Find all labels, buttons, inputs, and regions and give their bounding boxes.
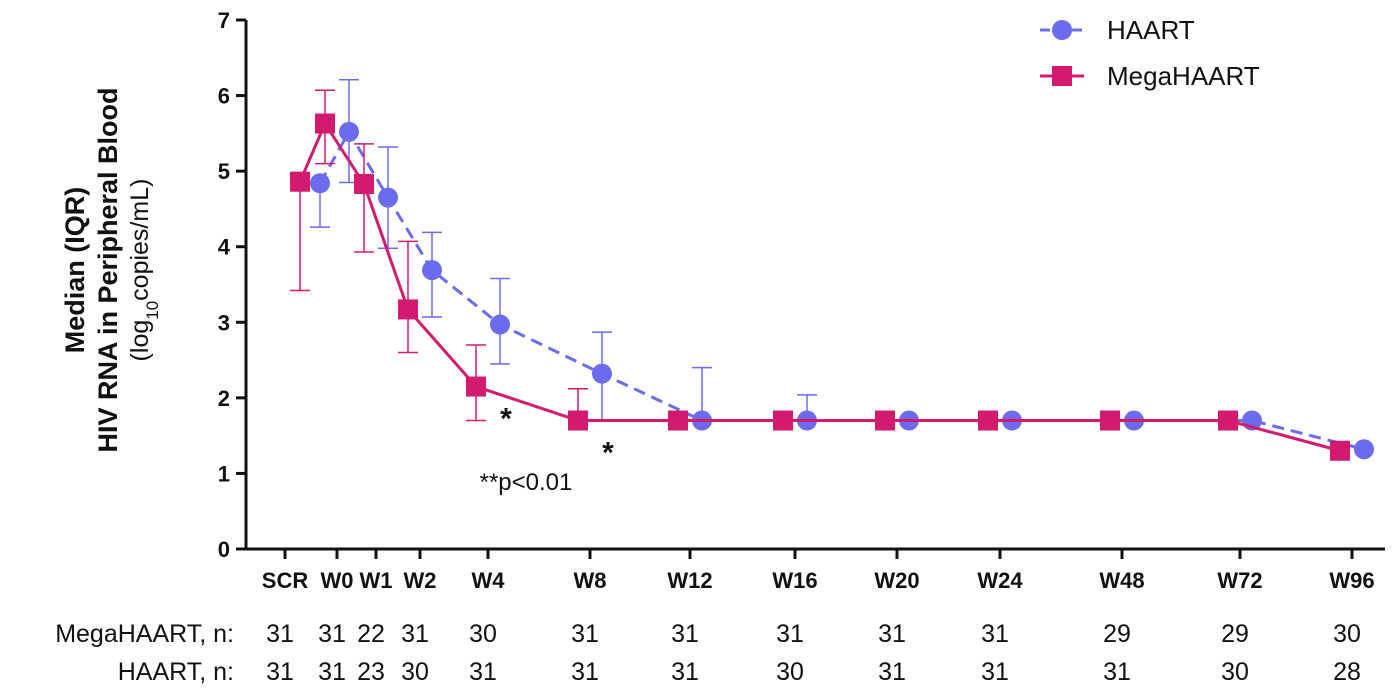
y-tick-label: 4: [218, 235, 231, 260]
n-value: 30: [469, 620, 497, 648]
data-point: [354, 173, 374, 194]
x-tick-label: W16: [772, 568, 817, 593]
x-tick-label: W48: [1099, 568, 1144, 593]
n-value: 30: [776, 658, 804, 686]
y-tick-label: 6: [218, 84, 230, 109]
x-tick-label: W1: [360, 568, 393, 593]
y-tick-label: 1: [218, 461, 230, 486]
n-value: 31: [878, 620, 906, 648]
y-axis-title-line2: HIV RNA in Peripheral Blood: [93, 87, 123, 452]
legend-label: MegaHAART: [1107, 61, 1260, 91]
data-point: [1330, 440, 1350, 461]
x-tick-label: SCR: [262, 568, 309, 593]
n-value: 31: [571, 620, 599, 648]
x-tick-label: W2: [404, 568, 437, 593]
data-point: [310, 173, 330, 194]
n-value: 31: [266, 658, 294, 686]
data-point: [568, 410, 588, 431]
n-value: 31: [981, 658, 1009, 686]
n-table: MegaHAART, n: 31 31 22 31 30 31 31 31 31 31 29 29 30 H…: [55, 620, 1361, 686]
data-point: [1354, 439, 1374, 460]
data-point: [315, 113, 335, 134]
data-point: [875, 410, 895, 431]
x-tick-label: W20: [874, 568, 919, 593]
n-value: 31: [318, 658, 346, 686]
n-value: 30: [1333, 620, 1361, 648]
data-point: [378, 187, 398, 208]
axes: 0 1 2 3 4 5 6 7 SCR W0 W1 W2 W4 W8 W12 W16 W20 W24 W48 W72 W…: [218, 8, 1385, 593]
x-tick-label: W24: [977, 568, 1023, 593]
n-value: 31: [469, 658, 497, 686]
n-row-label: MegaHAART, n:: [55, 620, 234, 648]
x-tick-label: W8: [574, 568, 607, 593]
legend-label: HAART: [1107, 15, 1195, 45]
y-tick-label: 7: [218, 8, 230, 33]
legend-marker: [1052, 66, 1072, 86]
data-point: [1218, 410, 1238, 431]
n-value: 31: [776, 620, 804, 648]
data-point: [290, 171, 310, 192]
x-tick-label: W72: [1217, 568, 1262, 593]
y-tick-label: 5: [218, 159, 230, 184]
data-point: [490, 314, 510, 335]
data-point: [668, 410, 688, 431]
data-point: [339, 121, 359, 142]
n-value: 30: [401, 658, 429, 686]
data-point: [1100, 410, 1120, 431]
n-value: 31: [318, 620, 346, 648]
x-tick-label: W12: [667, 568, 712, 593]
y-tick-label: 0: [218, 537, 230, 562]
legend-marker: [1052, 20, 1072, 40]
data-point: [422, 260, 442, 281]
n-value: 31: [571, 658, 599, 686]
n-value: 31: [981, 620, 1009, 648]
n-value: 29: [1103, 620, 1131, 648]
n-value: 31: [1103, 658, 1131, 686]
series-line-megahaart: [298, 120, 1341, 453]
data-point: [466, 376, 486, 397]
x-tick-label: W0: [321, 568, 354, 593]
significance-annotation: **p<0.01: [480, 469, 573, 496]
series-layer: **: [290, 78, 1374, 470]
n-value: 29: [1221, 620, 1249, 648]
significance-star: *: [500, 403, 512, 436]
data-point: [773, 410, 793, 431]
n-value: 31: [671, 620, 699, 648]
n-value: 31: [878, 658, 906, 686]
y-tick-label: 2: [218, 386, 230, 411]
n-value: 23: [357, 658, 385, 686]
x-tick-label: W96: [1329, 568, 1374, 593]
data-point: [592, 363, 612, 384]
n-value: 31: [401, 620, 429, 648]
data-point: [398, 299, 418, 320]
n-value: 28: [1333, 658, 1361, 686]
y-tick-label: 3: [218, 310, 230, 335]
n-value: 31: [671, 658, 699, 686]
significance-star: *: [602, 437, 614, 470]
y-axis-title-line1: Median (IQR): [60, 187, 90, 354]
n-value: 30: [1221, 658, 1249, 686]
n-row-label: HAART, n:: [118, 658, 234, 686]
legend: HAART MegaHAART: [1040, 15, 1260, 91]
x-tick-label: W4: [472, 568, 506, 593]
data-point: [978, 410, 998, 431]
y-axis-unit: (log10copies/mL): [126, 179, 162, 362]
n-value: 22: [357, 620, 385, 648]
n-value: 31: [266, 620, 294, 648]
